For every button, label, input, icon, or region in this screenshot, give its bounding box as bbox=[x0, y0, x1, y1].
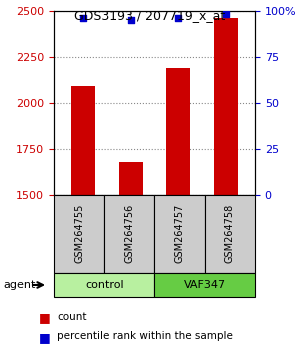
Bar bbox=[214, 18, 238, 195]
Text: VAF347: VAF347 bbox=[184, 280, 226, 290]
Text: ■: ■ bbox=[39, 312, 51, 325]
Text: percentile rank within the sample: percentile rank within the sample bbox=[57, 331, 233, 341]
Bar bbox=[118, 161, 142, 195]
Text: GSM264755: GSM264755 bbox=[74, 204, 84, 263]
Text: count: count bbox=[57, 312, 86, 321]
Text: agent: agent bbox=[3, 280, 35, 290]
Bar bbox=[71, 86, 95, 195]
Text: GDS3193 / 207719_x_at: GDS3193 / 207719_x_at bbox=[74, 9, 226, 22]
Text: GSM264756: GSM264756 bbox=[124, 204, 134, 263]
Bar bbox=[167, 68, 191, 195]
Text: ■: ■ bbox=[39, 331, 51, 344]
Text: control: control bbox=[85, 280, 124, 290]
Text: GSM264758: GSM264758 bbox=[225, 204, 235, 263]
Point bbox=[128, 17, 133, 23]
Point bbox=[176, 15, 181, 21]
Point bbox=[80, 15, 85, 21]
Text: GSM264757: GSM264757 bbox=[175, 204, 184, 263]
Point bbox=[224, 11, 229, 17]
